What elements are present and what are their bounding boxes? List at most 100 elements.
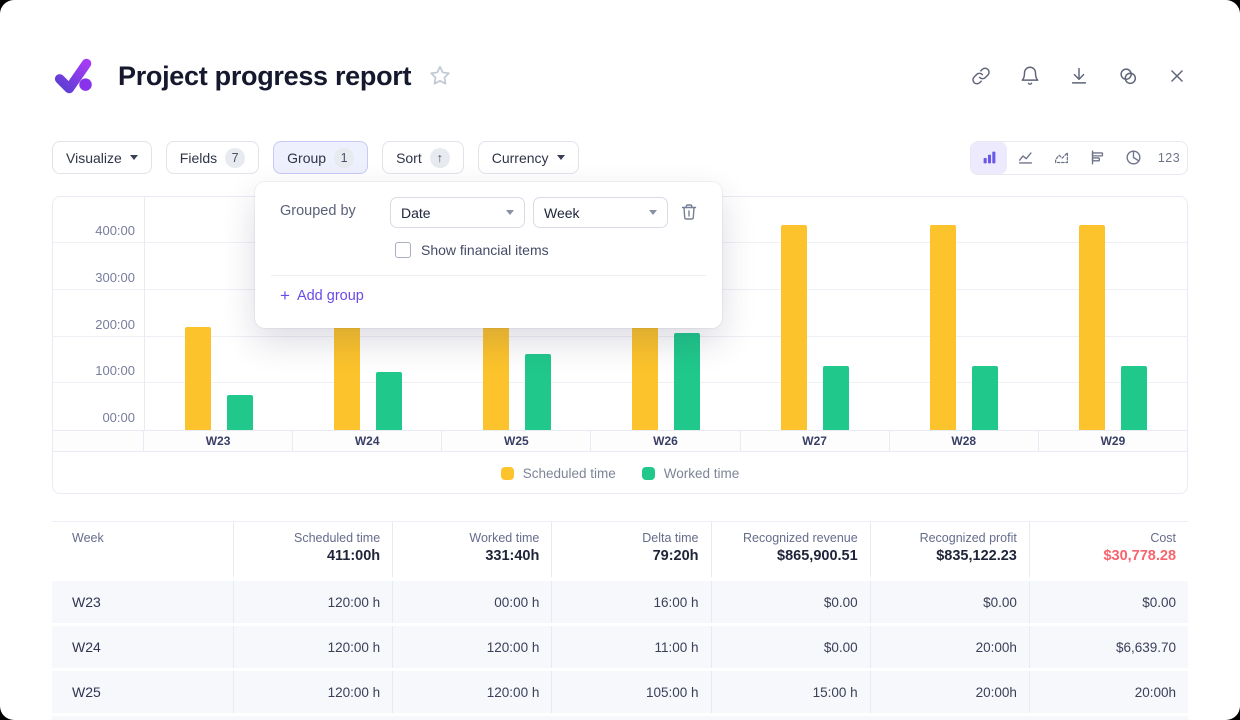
- y-axis-separator: [144, 197, 145, 430]
- chart-legend: Scheduled time Worked time: [53, 453, 1187, 493]
- x-axis-gutter: [53, 431, 144, 451]
- worked-time-bar-w28[interactable]: [971, 366, 998, 430]
- favorite-star-icon[interactable]: [427, 63, 453, 89]
- sort-direction-badge: ↑: [429, 147, 450, 168]
- column-label: Worked time: [469, 531, 540, 545]
- line-chart-view-icon[interactable]: [1007, 142, 1043, 174]
- x-axis-label-w27: W27: [741, 431, 890, 451]
- column-header-recognized-profit[interactable]: Recognized profit $835,122.23: [869, 522, 1029, 577]
- column-header-cost[interactable]: Cost $30,778.28: [1028, 522, 1188, 577]
- x-axis-label-w29: W29: [1100, 434, 1126, 448]
- column-label: Week: [72, 531, 104, 545]
- report-header: Project progress report: [52, 48, 1188, 104]
- group-interval-select[interactable]: Week: [533, 197, 668, 228]
- column-total: $865,900.51: [777, 548, 858, 564]
- group-label: Group: [287, 149, 327, 166]
- plus-icon: +: [280, 286, 290, 305]
- fields-button[interactable]: Fields 7: [165, 141, 260, 174]
- scheduled-time-bar-w28[interactable]: [929, 225, 956, 430]
- column-label: Scheduled time: [294, 531, 381, 545]
- sort-button[interactable]: Sort ↑: [382, 141, 464, 174]
- pie-chart-view-icon[interactable]: [1115, 142, 1151, 174]
- app-logo-icon: [54, 58, 92, 94]
- column-total: $30,778.28: [1103, 548, 1177, 564]
- scheduled-time-bar-w25[interactable]: [482, 327, 509, 430]
- column-header-week[interactable]: Week: [52, 522, 233, 577]
- visualize-button[interactable]: Visualize: [52, 141, 152, 174]
- column-total: $835,122.23: [936, 548, 1017, 564]
- table-cell: 00:00 h: [392, 581, 551, 623]
- delete-group-trash-icon[interactable]: [679, 202, 699, 222]
- gridline: [53, 336, 1187, 337]
- bar-group-w29: [1038, 197, 1187, 430]
- legend-label: Worked time: [663, 465, 740, 481]
- table-cell: 105:00 h: [551, 671, 710, 713]
- grouped-by-label: Grouped by: [280, 203, 356, 219]
- table-cell: $6,639.70: [1028, 626, 1188, 668]
- worked-time-bar-w27[interactable]: [822, 366, 849, 430]
- merge-circles-icon[interactable]: [1117, 65, 1139, 87]
- report-toolbar: Visualize Fields 7 Group 1 Sort ↑ Curren…: [52, 140, 1188, 175]
- header-actions: [970, 65, 1188, 87]
- scheduled-time-bar-w23[interactable]: [184, 327, 211, 430]
- scheduled-time-bar-w29[interactable]: [1078, 225, 1105, 430]
- bar-group-w24: [293, 197, 442, 430]
- bar-group-w25: [442, 197, 591, 430]
- legend-label: Scheduled time: [522, 465, 616, 481]
- scheduled-time-bar-w26[interactable]: [631, 327, 658, 430]
- fields-label: Fields: [179, 149, 218, 166]
- add-group-button[interactable]: + Add group: [280, 287, 364, 304]
- table-cell: 120:00 h: [392, 626, 551, 668]
- legend-swatch: [500, 466, 514, 480]
- currency-button[interactable]: Currency: [477, 141, 579, 174]
- bar-group-w23: [144, 197, 293, 430]
- y-axis-tick-label: 400:00: [95, 223, 135, 238]
- column-header-delta-time[interactable]: Delta time 79:20h: [551, 522, 710, 577]
- table-row-w24[interactable]: W24 120:00 h 120:00 h 11:00 h $0.00 20:00h $6,…: [52, 626, 1188, 668]
- numbers-view-icon[interactable]: 123: [1151, 142, 1187, 174]
- legend-item-scheduled-time[interactable]: Scheduled time: [500, 465, 616, 481]
- column-header-worked-time[interactable]: Worked time 331:40h: [392, 522, 551, 577]
- column-header-recognized-revenue[interactable]: Recognized revenue $865,900.51: [710, 522, 870, 577]
- column-total: 79:20h: [652, 548, 699, 564]
- group-field-select[interactable]: Date: [390, 197, 525, 228]
- scheduled-time-bar-w24[interactable]: [333, 327, 360, 430]
- table-cell: $0.00: [869, 581, 1029, 623]
- legend-swatch: [641, 466, 655, 480]
- table-row-w25[interactable]: W25 120:00 h 120:00 h 105:00 h 15:00 h 20:00h…: [52, 671, 1188, 713]
- download-icon[interactable]: [1068, 65, 1090, 87]
- group-interval-value: Week: [544, 204, 580, 221]
- chart-plot: 400:00 300:00 200:00 100:00 00:00: [53, 197, 1187, 430]
- column-header-scheduled-time[interactable]: Scheduled time 411:00h: [233, 522, 392, 577]
- worked-time-bar-w23[interactable]: [226, 395, 253, 430]
- worked-time-bar-w26[interactable]: [673, 333, 700, 430]
- scheduled-time-bar-w27[interactable]: [780, 225, 807, 430]
- link-icon[interactable]: [970, 65, 992, 87]
- y-axis-tick-label: 00:00: [102, 410, 135, 425]
- show-financial-items-checkbox[interactable]: [395, 242, 411, 258]
- table-cell: 11:00 h: [551, 626, 710, 668]
- table-cell: 120:00 h: [233, 626, 392, 668]
- bar-chart-view-icon[interactable]: [971, 141, 1007, 174]
- bell-icon[interactable]: [1019, 65, 1041, 87]
- table-cell: $0.00: [710, 581, 870, 623]
- group-field-value: Date: [401, 204, 431, 221]
- table-row-w23[interactable]: W23 120:00 h 00:00 h 16:00 h $0.00 $0.00 $0.00: [52, 581, 1188, 623]
- group-count-badge: 1: [334, 147, 355, 168]
- worked-time-bar-w29[interactable]: [1120, 366, 1147, 430]
- group-button[interactable]: Group 1: [273, 141, 369, 174]
- table-row-partial[interactable]: [52, 716, 1188, 720]
- table-cell: W25: [72, 684, 101, 700]
- area-chart-view-icon[interactable]: [1043, 142, 1079, 174]
- column-total: 331:40h: [485, 548, 540, 564]
- chart-view-switcher: 123: [970, 140, 1188, 175]
- horizontal-bar-chart-view-icon[interactable]: [1079, 142, 1115, 174]
- table-cell: 20:00h: [869, 626, 1029, 668]
- close-icon[interactable]: [1166, 65, 1188, 87]
- y-axis-tick-label: 300:00: [95, 270, 135, 285]
- table-cell: 120:00 h: [392, 671, 551, 713]
- worked-time-bar-w25[interactable]: [524, 354, 551, 430]
- worked-time-bar-w24[interactable]: [375, 372, 402, 430]
- legend-item-worked-time[interactable]: Worked time: [641, 465, 740, 481]
